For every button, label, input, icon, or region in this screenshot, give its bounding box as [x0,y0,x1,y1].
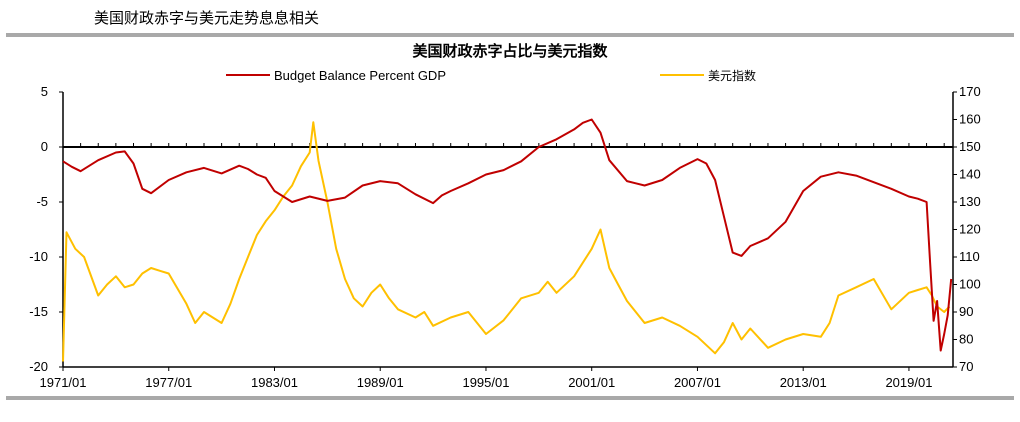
y-left-tick-label: 0 [41,139,48,154]
x-tick-label: 1983/01 [251,375,298,390]
y-left-tick-label: -15 [29,304,48,319]
bottom-divider [6,396,1014,400]
y-left-tick-label: -5 [36,194,48,209]
y-right-tick-label: 170 [959,84,981,99]
x-tick-label: 1977/01 [145,375,192,390]
y-left-tick-label: 5 [41,84,48,99]
y-right-tick-label: 130 [959,194,981,209]
y-right-tick-label: 100 [959,277,981,292]
y-left-tick-label: -20 [29,359,48,374]
y-right-tick-label: 80 [959,332,973,347]
x-tick-label: 2019/01 [885,375,932,390]
series-group [63,120,951,362]
series-line-usd-index [63,122,950,361]
y-right-tick-label: 160 [959,112,981,127]
x-tick-label: 2001/01 [568,375,615,390]
x-tick-label: 1989/01 [357,375,404,390]
zero-reference-line-group [63,143,953,147]
x-tick-label: 1995/01 [462,375,509,390]
y-right-tick-label: 70 [959,359,973,374]
y-right-tick-label: 140 [959,167,981,182]
y-right-tick-label: 110 [959,249,980,264]
y-left-tick-label: -10 [29,249,48,264]
x-tick-label: 2007/01 [674,375,721,390]
y-right-tick-label: 150 [959,139,981,154]
x-tick-label: 2013/01 [780,375,827,390]
y-right-tick-label: 90 [959,304,973,319]
y-right-tick-label: 120 [959,222,981,237]
x-tick-label: 1971/01 [40,375,87,390]
axes-group: 5 0 -5 -10 -15 -20 170 160 150 140 130 120 110 100 90 8… [29,84,981,390]
